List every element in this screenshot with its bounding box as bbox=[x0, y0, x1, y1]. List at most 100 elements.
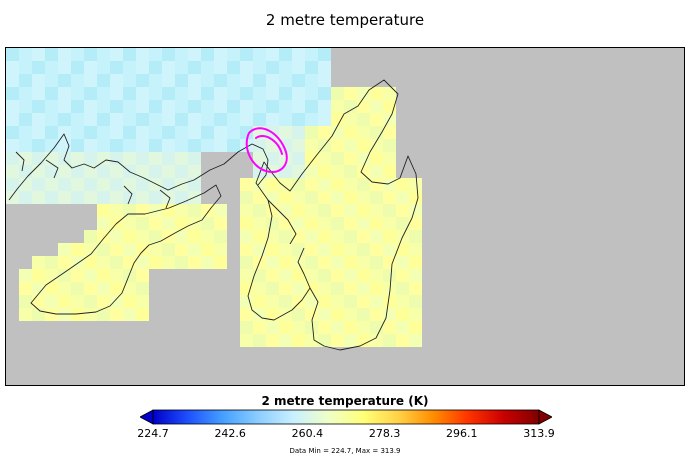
temperature-cell bbox=[32, 48, 45, 61]
temperature-cell bbox=[292, 308, 305, 321]
temperature-cell bbox=[357, 100, 370, 113]
temperature-cell bbox=[58, 48, 71, 61]
temperature-cell bbox=[240, 61, 253, 74]
temperature-cell bbox=[305, 152, 318, 165]
temperature-cell bbox=[58, 178, 71, 191]
temperature-cell bbox=[279, 334, 292, 347]
temperature-cell bbox=[188, 87, 201, 100]
temperature-cell bbox=[266, 334, 279, 347]
temperature-cell bbox=[279, 295, 292, 308]
temperature-cell bbox=[227, 139, 240, 152]
temperature-cell bbox=[266, 282, 279, 295]
temperature-cell bbox=[279, 269, 292, 282]
temperature-cell bbox=[32, 152, 45, 165]
temperature-cell bbox=[149, 243, 162, 256]
temperature-cell bbox=[266, 191, 279, 204]
temperature-cell bbox=[344, 139, 357, 152]
temperature-cell bbox=[266, 74, 279, 87]
map-panel bbox=[5, 47, 685, 386]
temperature-cell bbox=[240, 217, 253, 230]
temperature-cell bbox=[97, 139, 110, 152]
temperature-cell bbox=[318, 295, 331, 308]
temperature-cell bbox=[97, 191, 110, 204]
temperature-cell bbox=[110, 178, 123, 191]
colorbar-tick-5: 313.9 bbox=[523, 427, 555, 440]
temperature-cell bbox=[162, 139, 175, 152]
temperature-cell bbox=[357, 152, 370, 165]
temperature-cell bbox=[32, 269, 45, 282]
temperature-cell bbox=[305, 269, 318, 282]
temperature-cell bbox=[383, 139, 396, 152]
temperature-cell bbox=[370, 113, 383, 126]
temperature-cell bbox=[136, 87, 149, 100]
temperature-cell bbox=[240, 204, 253, 217]
temperature-cell bbox=[149, 61, 162, 74]
temperature-cell bbox=[279, 230, 292, 243]
temperature-cell bbox=[201, 139, 214, 152]
temperature-cell bbox=[136, 100, 149, 113]
temperature-cell bbox=[136, 113, 149, 126]
temperature-cell bbox=[97, 230, 110, 243]
temperature-cell bbox=[188, 139, 201, 152]
temperature-cell bbox=[175, 139, 188, 152]
temperature-cell bbox=[305, 139, 318, 152]
temperature-cell bbox=[214, 217, 227, 230]
temperature-cell bbox=[383, 191, 396, 204]
temperature-cell bbox=[175, 113, 188, 126]
colorbar-min-arrow bbox=[139, 409, 154, 425]
temperature-cell bbox=[318, 113, 331, 126]
temperature-cell bbox=[97, 165, 110, 178]
temperature-cell bbox=[253, 269, 266, 282]
temperature-cell bbox=[331, 321, 344, 334]
temperature-cell bbox=[19, 191, 32, 204]
temperature-cell bbox=[201, 100, 214, 113]
temperature-cell bbox=[305, 74, 318, 87]
temperature-cell bbox=[370, 269, 383, 282]
temperature-cell bbox=[6, 113, 19, 126]
temperature-cell bbox=[292, 334, 305, 347]
temperature-cell bbox=[6, 126, 19, 139]
temperature-cell bbox=[149, 74, 162, 87]
temperature-cell bbox=[279, 204, 292, 217]
temperature-cell bbox=[292, 165, 305, 178]
temperature-cell bbox=[123, 152, 136, 165]
temperature-cell bbox=[279, 243, 292, 256]
temperature-cell bbox=[6, 139, 19, 152]
temperature-cell bbox=[266, 87, 279, 100]
temperature-cell bbox=[240, 334, 253, 347]
temperature-cell bbox=[396, 191, 409, 204]
temperature-cell bbox=[305, 191, 318, 204]
temperature-cell bbox=[97, 308, 110, 321]
temperature-cell bbox=[97, 256, 110, 269]
temperature-cell bbox=[318, 48, 331, 61]
temperature-cell bbox=[58, 113, 71, 126]
temperature-cell bbox=[19, 152, 32, 165]
temperature-cell bbox=[292, 126, 305, 139]
temperature-cell bbox=[318, 321, 331, 334]
temperature-cell bbox=[162, 74, 175, 87]
temperature-cell bbox=[32, 256, 45, 269]
temperature-cell bbox=[45, 295, 58, 308]
temperature-cell bbox=[331, 334, 344, 347]
temperature-cell bbox=[201, 256, 214, 269]
temperature-cell bbox=[227, 48, 240, 61]
temperature-cell bbox=[305, 61, 318, 74]
temperature-cell bbox=[344, 243, 357, 256]
temperature-cell bbox=[357, 269, 370, 282]
temperature-cell bbox=[331, 178, 344, 191]
temperature-cell bbox=[331, 87, 344, 100]
temperature-cell bbox=[383, 113, 396, 126]
temperature-cell bbox=[266, 178, 279, 191]
temperature-cell bbox=[19, 48, 32, 61]
temperature-cell bbox=[318, 191, 331, 204]
temperature-cell bbox=[279, 178, 292, 191]
temperature-cell bbox=[318, 282, 331, 295]
temperature-cell bbox=[149, 230, 162, 243]
temperature-cell bbox=[175, 217, 188, 230]
temperature-cell bbox=[240, 100, 253, 113]
temperature-cell bbox=[149, 191, 162, 204]
temperature-cell bbox=[71, 178, 84, 191]
temperature-cell bbox=[149, 126, 162, 139]
temperature-cell bbox=[71, 139, 84, 152]
temperature-cell bbox=[45, 87, 58, 100]
